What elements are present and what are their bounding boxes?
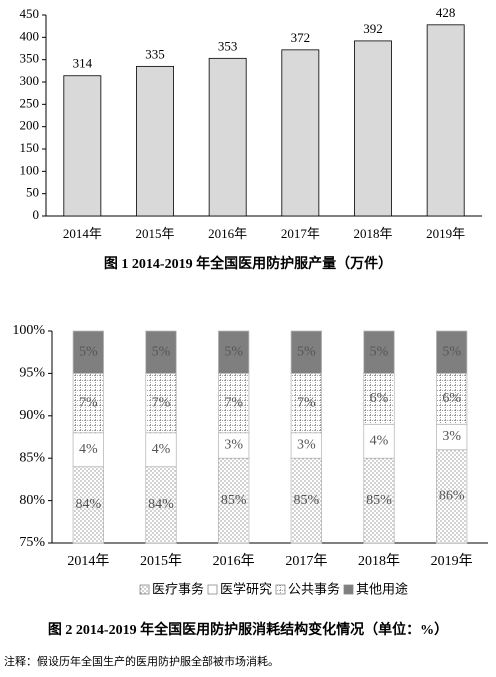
bar <box>63 75 102 217</box>
bar-segment <box>290 372 322 434</box>
value-label: 314 <box>73 56 93 71</box>
value-label: 428 <box>436 5 456 20</box>
value-label: 392 <box>363 21 383 36</box>
legend-swatch <box>275 584 286 595</box>
y-tick-label: 85% <box>19 450 45 465</box>
bar-segment <box>363 457 395 544</box>
legend-swatch <box>139 584 150 595</box>
note: 注释：假设历年全国生产的医用防护服全部被市场消耗。 <box>4 654 279 668</box>
value-label: 353 <box>218 38 238 53</box>
x-tick-label: 2015年 <box>135 226 174 241</box>
bar-segment <box>145 330 177 374</box>
x-tick-label: 2017年 <box>281 226 320 241</box>
value-label: 5% <box>370 344 389 359</box>
value-label: 84% <box>148 497 174 512</box>
legend-label: 公共事务 <box>288 582 340 598</box>
x-tick-label: 2018年 <box>358 553 400 569</box>
y-tick-label: 350 <box>20 51 40 66</box>
legend-swatch <box>343 584 354 595</box>
y-tick-label: 150 <box>20 140 40 155</box>
bar-segment <box>436 423 468 451</box>
value-label: 7% <box>224 395 243 410</box>
bar-segment <box>72 466 104 544</box>
value-label: 3% <box>442 429 461 444</box>
bar-segment <box>363 330 395 374</box>
x-tick-label: 2016年 <box>213 553 255 569</box>
legend-swatch <box>207 584 218 595</box>
bar-segment <box>72 372 104 434</box>
value-label: 7% <box>79 395 98 410</box>
value-label: 4% <box>152 442 171 457</box>
y-tick-label: 450 <box>20 6 40 21</box>
x-tick-label: 2015年 <box>140 553 182 569</box>
bar-segment <box>436 449 468 544</box>
value-label: 7% <box>152 395 171 410</box>
y-tick-label: 400 <box>20 28 40 43</box>
y-tick-label: 100 <box>20 162 40 177</box>
value-label: 86% <box>439 489 465 504</box>
y-tick-label: 80% <box>19 493 45 508</box>
value-label: 7% <box>297 395 316 410</box>
value-label: 5% <box>297 344 316 359</box>
value-label: 3% <box>224 438 243 453</box>
value-label: 6% <box>370 391 389 406</box>
y-tick-label: 300 <box>20 73 40 88</box>
value-label: 85% <box>366 493 392 508</box>
x-tick-label: 2016年 <box>208 226 247 241</box>
bar-segment <box>363 423 395 459</box>
value-label: 85% <box>221 493 247 508</box>
bar-segment <box>218 330 250 374</box>
figure-caption: 图 2 2014-2019 年全国医用防护服消耗结构变化情况（单位：%） <box>48 621 448 638</box>
bar <box>136 65 174 217</box>
legend-label: 医疗事务 <box>152 582 204 598</box>
value-label: 5% <box>442 344 461 359</box>
x-tick-label: 2014年 <box>67 553 109 569</box>
bar-segment <box>290 457 322 544</box>
bar-segment <box>363 372 395 425</box>
bar-segment <box>290 330 322 374</box>
bar-segment <box>72 330 104 374</box>
x-tick-label: 2019年 <box>426 226 465 241</box>
legend-label: 其他用途 <box>356 582 408 598</box>
value-label: 372 <box>291 30 311 45</box>
value-label: 84% <box>75 497 101 512</box>
value-label: 85% <box>293 493 319 508</box>
bar-segment <box>436 330 468 374</box>
y-tick-label: 250 <box>20 95 40 110</box>
value-label: 4% <box>370 433 389 448</box>
bar-segment <box>218 432 250 459</box>
y-tick-label: 95% <box>19 366 45 381</box>
bar <box>426 24 465 217</box>
x-tick-label: 2018年 <box>353 226 392 241</box>
value-label: 5% <box>224 344 243 359</box>
bar-segment <box>218 372 250 434</box>
bar <box>354 40 392 217</box>
y-tick-label: 75% <box>19 535 45 550</box>
bar-segment <box>290 432 322 459</box>
x-tick-label: 2019年 <box>431 553 473 569</box>
bar <box>208 57 247 217</box>
value-label: 3% <box>297 438 316 453</box>
bar-segment <box>145 432 177 468</box>
bar-segment <box>218 457 250 544</box>
bar-segment <box>145 466 177 544</box>
x-tick-label: 2014年 <box>63 226 102 241</box>
bar-segment <box>145 372 177 434</box>
y-tick-label: 200 <box>20 118 40 133</box>
x-tick-label: 2017年 <box>285 553 327 569</box>
value-label: 5% <box>152 344 171 359</box>
bar <box>281 49 320 217</box>
value-label: 6% <box>442 391 461 406</box>
value-label: 5% <box>79 344 98 359</box>
y-tick-label: 90% <box>19 408 45 423</box>
y-tick-label: 100% <box>12 323 45 338</box>
figure-caption: 图 1 2014-2019 年全国医用防护服产量（万件） <box>104 255 392 272</box>
y-tick-label: 0 <box>33 207 40 222</box>
value-label: 335 <box>145 46 165 61</box>
y-tick-label: 50 <box>26 185 39 200</box>
value-label: 4% <box>79 442 98 457</box>
bar-segment <box>72 432 104 468</box>
legend-label: 医学研究 <box>220 582 272 598</box>
